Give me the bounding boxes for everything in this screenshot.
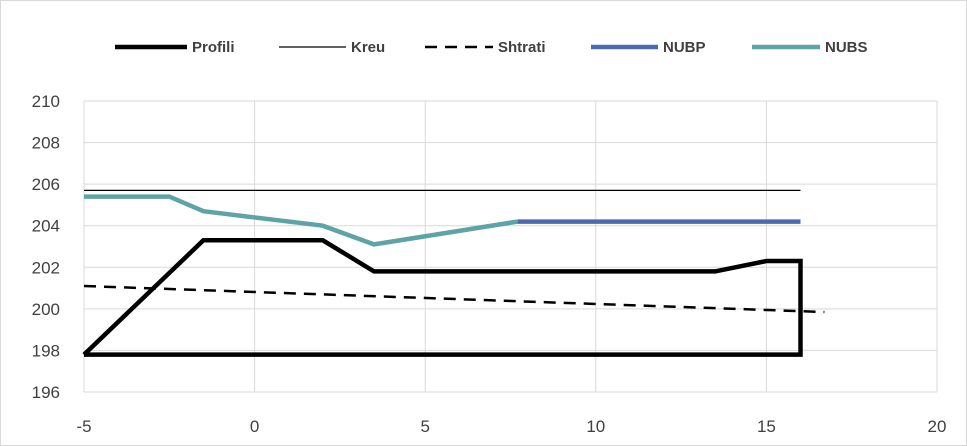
x-tick-label: 10 [586,417,605,436]
x-tick-label: 0 [250,417,259,436]
x-tick-label: -5 [76,417,91,436]
series-group [82,189,825,357]
series-line-shtrati [83,284,825,314]
y-axis-ticks: 196 198 200 202 204 206 208 210 [32,92,60,402]
legend: Profili Kreu Shtrati NUBP NUBS [115,39,868,56]
y-tick-label: 210 [32,92,60,111]
x-axis-ticks: -5 0 5 10 15 20 [76,417,946,436]
legend-label-nubs: NUBS [825,39,868,56]
y-tick-label: 206 [32,175,60,194]
legend-label-profili: Profili [192,39,235,56]
grid [83,100,938,393]
legend-label-nubp: NUBP [663,39,706,56]
x-tick-label: 5 [420,417,429,436]
series-line-nubs [84,194,518,247]
y-tick-label: 198 [32,341,60,360]
x-tick-label: 20 [928,417,947,436]
y-tick-label: 200 [32,300,60,319]
y-tick-label: 196 [32,383,60,402]
legend-label-kreu: Kreu [351,39,385,56]
series-line-profili [82,238,803,357]
y-tick-label: 208 [32,134,60,153]
y-tick-label: 204 [32,217,60,236]
legend-label-shtrati: Shtrati [498,39,546,56]
y-tick-label: 202 [32,258,60,277]
x-tick-label: 15 [757,417,776,436]
